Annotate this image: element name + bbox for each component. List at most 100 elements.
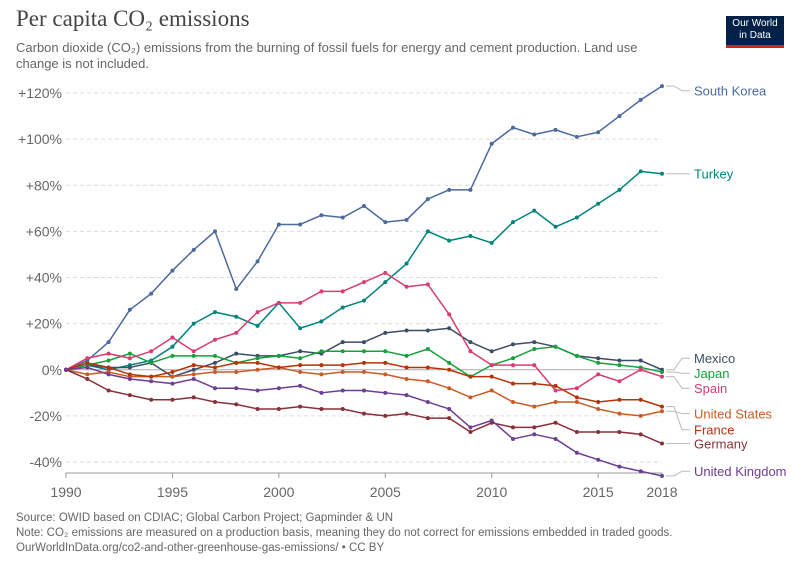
data-point-united-states[interactable] [468, 395, 473, 400]
data-point-mexico[interactable] [447, 326, 452, 331]
data-point-spain[interactable] [383, 270, 388, 275]
data-point-united-kingdom[interactable] [596, 457, 601, 462]
data-point-united-kingdom[interactable] [383, 390, 388, 395]
data-point-japan[interactable] [276, 353, 281, 358]
data-point-south-korea[interactable] [511, 125, 515, 130]
data-point-united-states[interactable] [617, 411, 622, 416]
data-point-united-kingdom[interactable] [191, 376, 196, 381]
data-point-germany[interactable] [574, 430, 579, 435]
data-point-united-kingdom[interactable] [447, 406, 452, 411]
data-point-turkey[interactable] [425, 229, 430, 234]
data-point-spain[interactable] [660, 374, 664, 379]
data-point-france[interactable] [255, 360, 260, 365]
data-point-france[interactable] [404, 365, 409, 370]
data-point-germany[interactable] [127, 393, 132, 398]
data-point-france[interactable] [511, 381, 515, 386]
data-point-spain[interactable] [234, 330, 239, 335]
data-point-united-states[interactable] [553, 400, 558, 405]
data-point-france[interactable] [596, 400, 601, 405]
data-point-japan[interactable] [447, 360, 452, 365]
data-point-united-states[interactable] [511, 400, 515, 405]
data-point-united-kingdom[interactable] [127, 376, 132, 381]
data-point-united-kingdom[interactable] [234, 386, 239, 391]
data-point-japan[interactable] [362, 349, 366, 354]
data-point-united-kingdom[interactable] [425, 400, 430, 405]
data-point-france[interactable] [127, 372, 132, 377]
data-point-france[interactable] [617, 397, 622, 402]
data-point-germany[interactable] [213, 400, 217, 405]
data-point-japan[interactable] [383, 349, 388, 354]
data-point-united-kingdom[interactable] [574, 450, 579, 455]
data-point-spain[interactable] [362, 280, 366, 285]
data-point-mexico[interactable] [596, 356, 601, 361]
data-point-germany[interactable] [511, 425, 515, 430]
series-label-japan[interactable]: Japan [694, 366, 729, 381]
data-point-south-korea[interactable] [574, 134, 579, 139]
series-label-united-states[interactable]: United States [694, 407, 773, 422]
data-point-united-kingdom[interactable] [255, 388, 260, 393]
data-point-spain[interactable] [425, 282, 430, 287]
data-point-south-korea[interactable] [191, 247, 196, 252]
data-point-united-states[interactable] [298, 370, 303, 375]
data-point-japan[interactable] [596, 360, 601, 365]
data-point-japan[interactable] [617, 363, 622, 368]
data-point-turkey[interactable] [447, 238, 452, 243]
data-point-france[interactable] [532, 381, 537, 386]
data-point-united-states[interactable] [340, 370, 345, 375]
data-point-turkey[interactable] [298, 326, 303, 331]
data-point-mexico[interactable] [404, 328, 409, 333]
data-point-france[interactable] [276, 365, 281, 370]
series-label-france[interactable]: France [694, 423, 734, 438]
data-point-united-kingdom[interactable] [660, 473, 664, 478]
data-point-south-korea[interactable] [213, 229, 217, 234]
data-point-germany[interactable] [596, 430, 601, 435]
data-point-united-kingdom[interactable] [532, 432, 537, 437]
data-point-united-states[interactable] [85, 372, 90, 377]
data-point-south-korea[interactable] [255, 259, 260, 264]
data-point-spain[interactable] [170, 335, 175, 340]
data-point-france[interactable] [298, 363, 303, 368]
data-point-japan[interactable] [127, 351, 132, 356]
data-point-mexico[interactable] [425, 328, 430, 333]
data-point-germany[interactable] [447, 416, 452, 421]
data-point-south-korea[interactable] [617, 114, 622, 119]
data-point-france[interactable] [660, 404, 664, 409]
series-label-mexico[interactable]: Mexico [694, 351, 735, 366]
data-point-united-kingdom[interactable] [298, 383, 303, 388]
series-label-turkey[interactable]: Turkey [694, 167, 734, 182]
data-point-germany[interactable] [383, 413, 388, 418]
data-point-france[interactable] [362, 360, 366, 365]
data-point-united-states[interactable] [234, 370, 239, 375]
data-point-south-korea[interactable] [660, 84, 664, 89]
series-label-spain[interactable]: Spain [694, 381, 727, 396]
data-point-japan[interactable] [149, 360, 154, 365]
data-point-united-states[interactable] [489, 388, 494, 393]
data-point-germany[interactable] [319, 406, 324, 411]
data-point-turkey[interactable] [404, 261, 409, 266]
data-point-mexico[interactable] [213, 360, 217, 365]
data-point-turkey[interactable] [319, 319, 324, 324]
data-point-germany[interactable] [85, 376, 90, 381]
data-point-japan[interactable] [170, 353, 175, 358]
data-point-south-korea[interactable] [298, 222, 303, 227]
data-point-france[interactable] [340, 363, 345, 368]
data-point-france[interactable] [106, 365, 111, 370]
data-point-united-kingdom[interactable] [404, 393, 409, 398]
data-point-spain[interactable] [276, 300, 281, 305]
data-point-mexico[interactable] [617, 358, 622, 363]
data-point-japan[interactable] [532, 346, 537, 351]
data-point-spain[interactable] [149, 349, 154, 354]
data-point-turkey[interactable] [596, 201, 601, 206]
data-point-south-korea[interactable] [596, 130, 601, 135]
data-point-united-states[interactable] [404, 376, 409, 381]
data-point-united-kingdom[interactable] [149, 379, 154, 384]
data-point-japan[interactable] [106, 358, 111, 363]
data-point-south-korea[interactable] [638, 97, 643, 102]
data-point-france[interactable] [553, 383, 558, 388]
data-point-united-states[interactable] [255, 367, 260, 372]
data-point-germany[interactable] [404, 411, 409, 416]
data-point-japan[interactable] [553, 344, 558, 349]
data-point-france[interactable] [319, 363, 324, 368]
data-point-united-kingdom[interactable] [340, 388, 345, 393]
data-point-south-korea[interactable] [319, 213, 324, 218]
